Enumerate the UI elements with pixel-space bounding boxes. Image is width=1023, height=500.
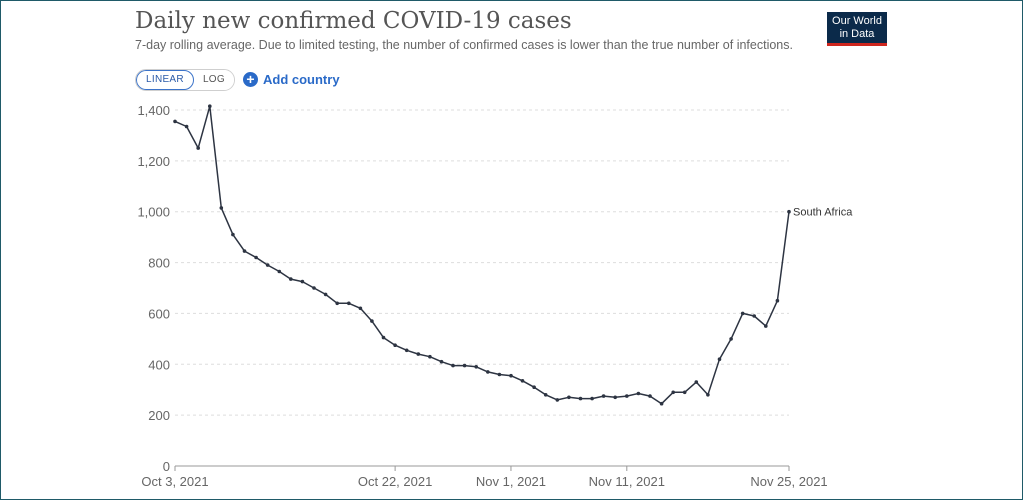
data-point bbox=[335, 301, 340, 306]
data-point bbox=[289, 277, 293, 281]
data-point bbox=[567, 395, 571, 400]
data-point bbox=[706, 393, 710, 397]
data-point bbox=[613, 395, 617, 400]
linear-scale-button[interactable]: LINEAR bbox=[136, 70, 194, 90]
data-point bbox=[277, 269, 282, 274]
data-point bbox=[300, 279, 305, 284]
data-point bbox=[486, 370, 490, 374]
data-point bbox=[370, 319, 374, 323]
data-point bbox=[729, 337, 733, 341]
x-tick-label: Nov 25, 2021 bbox=[750, 474, 827, 489]
data-point bbox=[428, 354, 432, 359]
data-point bbox=[648, 394, 652, 398]
data-point bbox=[184, 124, 189, 129]
data-point bbox=[717, 357, 722, 362]
data-point bbox=[439, 359, 444, 364]
data-point bbox=[404, 348, 409, 353]
data-point bbox=[462, 363, 467, 368]
data-point bbox=[474, 365, 479, 369]
data-point bbox=[381, 335, 386, 340]
y-tick-label: 600 bbox=[148, 306, 170, 321]
chart-subtitle: 7-day rolling average. Due to limited te… bbox=[135, 38, 793, 52]
data-point bbox=[242, 249, 247, 253]
data-point bbox=[254, 255, 258, 260]
data-point bbox=[659, 401, 664, 406]
series-label: South Africa bbox=[793, 207, 853, 219]
data-point bbox=[787, 209, 791, 214]
data-point bbox=[265, 263, 270, 267]
y-tick-label: 1,000 bbox=[137, 205, 170, 220]
data-point bbox=[590, 396, 594, 401]
plus-circle-icon: + bbox=[243, 71, 258, 87]
y-tick-label: 200 bbox=[148, 408, 170, 423]
data-point bbox=[451, 363, 455, 368]
add-country-button[interactable]: + Add country bbox=[243, 70, 340, 88]
data-point bbox=[312, 286, 316, 290]
log-scale-button[interactable]: LOG bbox=[193, 70, 234, 90]
data-point bbox=[671, 390, 675, 395]
data-point bbox=[764, 324, 768, 328]
data-point bbox=[219, 206, 224, 210]
data-point bbox=[509, 373, 513, 378]
data-point bbox=[555, 398, 560, 402]
data-point bbox=[543, 393, 548, 397]
data-point bbox=[740, 311, 745, 316]
x-tick-label: Nov 11, 2021 bbox=[589, 474, 665, 489]
data-point bbox=[578, 396, 583, 401]
y-tick-label: 0 bbox=[163, 459, 170, 474]
logo-line-1: Our World bbox=[832, 15, 882, 27]
owid-logo[interactable]: Our World in Data bbox=[827, 12, 887, 46]
data-point bbox=[520, 379, 525, 383]
data-point bbox=[682, 390, 687, 395]
data-point bbox=[497, 372, 502, 377]
data-point bbox=[775, 298, 780, 303]
y-tick-label: 800 bbox=[148, 256, 170, 271]
data-point bbox=[196, 146, 200, 150]
data-point bbox=[625, 394, 629, 398]
y-tick-label: 400 bbox=[148, 357, 170, 372]
data-point bbox=[208, 104, 212, 108]
data-point bbox=[323, 292, 328, 297]
scale-toggle: LINEAR LOG bbox=[135, 69, 235, 91]
chart-title: Daily new confirmed COVID-19 cases bbox=[135, 8, 572, 34]
data-point bbox=[173, 119, 177, 124]
y-tick-label: 1,400 bbox=[137, 103, 170, 118]
add-country-label: Add country bbox=[263, 71, 340, 87]
y-tick-label: 1,200 bbox=[137, 154, 170, 169]
data-point bbox=[752, 314, 756, 318]
data-point bbox=[694, 380, 699, 384]
x-tick-label: Oct 3, 2021 bbox=[141, 474, 208, 489]
series-line bbox=[174, 105, 790, 405]
data-point bbox=[636, 391, 641, 396]
data-point bbox=[393, 343, 397, 348]
x-tick-label: Oct 22, 2021 bbox=[358, 474, 432, 489]
data-point bbox=[532, 385, 536, 390]
data-point bbox=[358, 306, 363, 311]
logo-line-2: in Data bbox=[839, 28, 875, 40]
data-point bbox=[601, 394, 606, 398]
data-point bbox=[231, 232, 235, 237]
data-point bbox=[347, 301, 351, 306]
data-point bbox=[416, 352, 421, 356]
x-tick-label: Nov 1, 2021 bbox=[476, 474, 546, 489]
